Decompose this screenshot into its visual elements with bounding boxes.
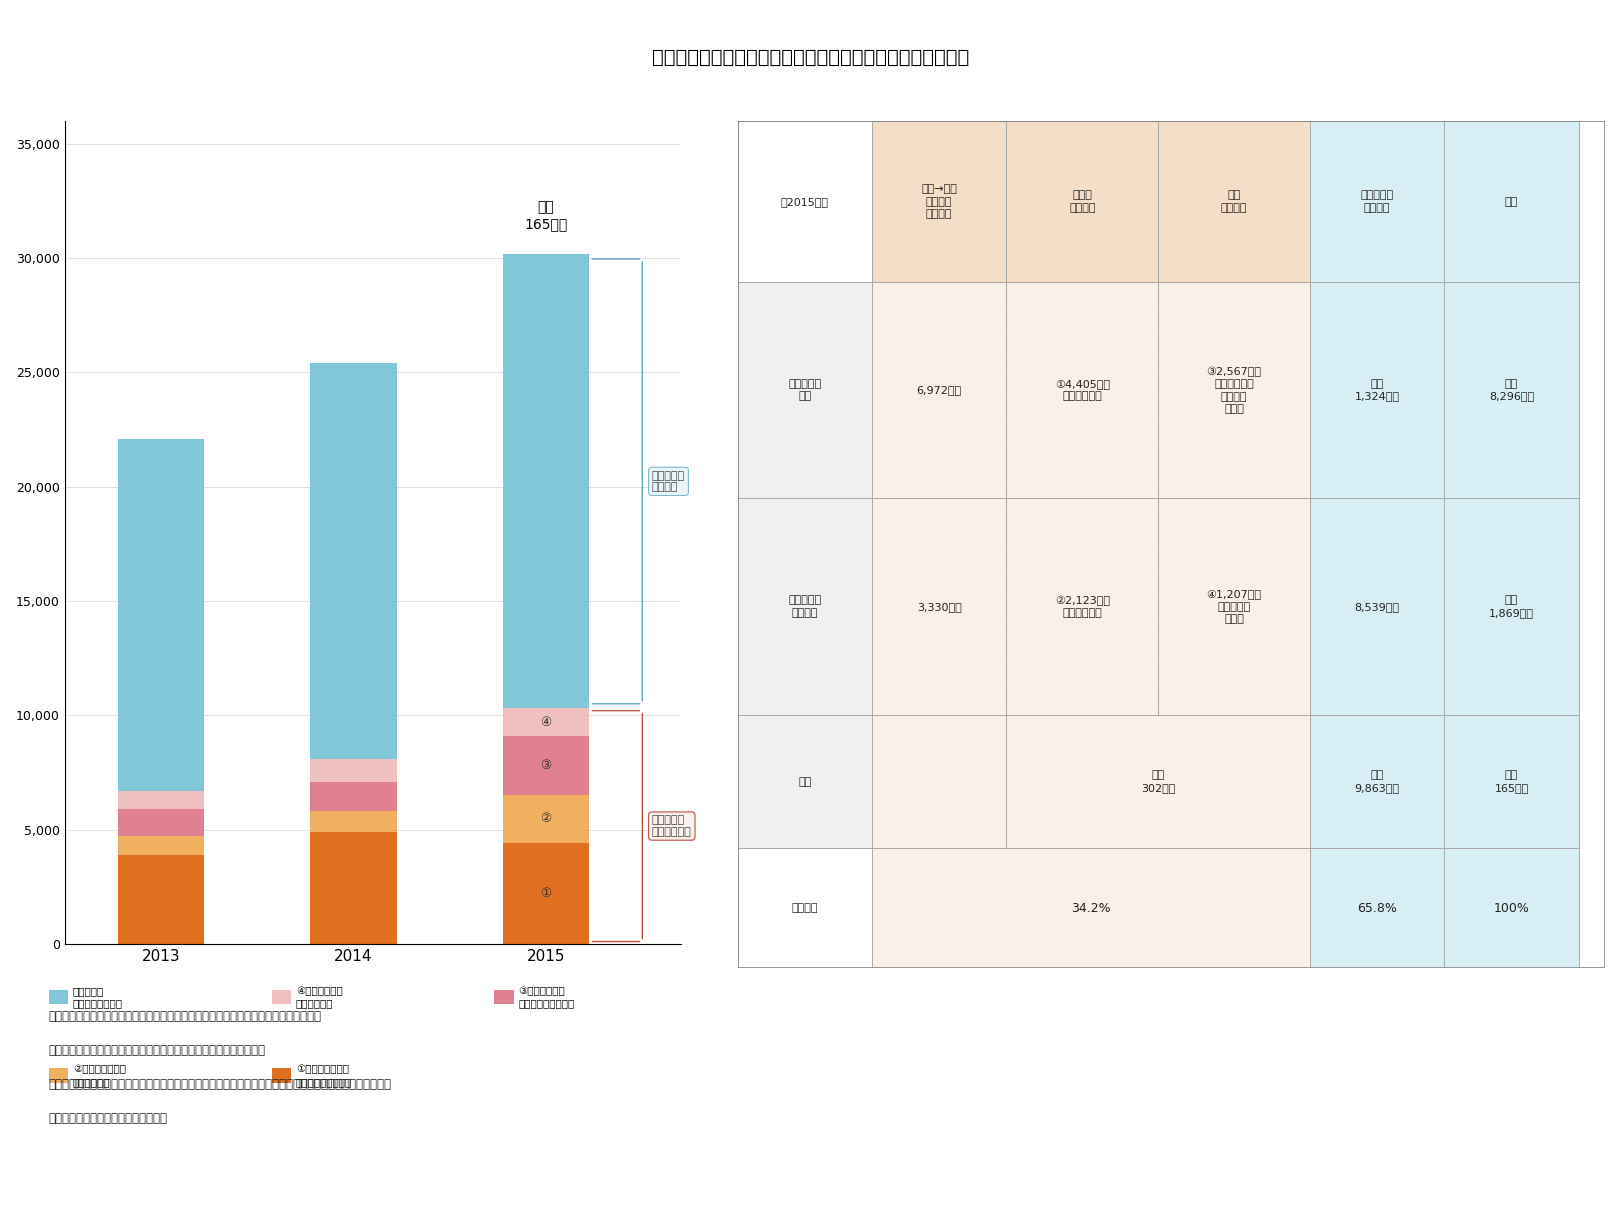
Text: 100%: 100% xyxy=(1493,901,1530,915)
Bar xyxy=(118,809,204,836)
Bar xyxy=(310,782,397,811)
Bar xyxy=(118,836,204,854)
Bar xyxy=(503,795,590,843)
Bar xyxy=(738,121,872,282)
Text: ②2,123億元
（医療保険）: ②2,123億元 （医療保険） xyxy=(1055,595,1110,618)
Bar xyxy=(1444,282,1579,499)
Bar xyxy=(1007,282,1157,499)
Bar xyxy=(310,831,397,944)
Text: 中央からの
財政移転支出: 中央からの 財政移転支出 xyxy=(652,816,692,837)
Bar xyxy=(503,708,590,736)
Bar xyxy=(1310,121,1444,282)
Bar xyxy=(1444,499,1579,715)
Bar xyxy=(872,282,1007,499)
Text: 地方政府の
財政支出: 地方政府の 財政支出 xyxy=(1360,190,1394,213)
Bar xyxy=(738,282,872,499)
Text: ④1,207億元
（公衆衛生
など）: ④1,207億元 （公衆衛生 など） xyxy=(1206,589,1261,624)
Bar xyxy=(872,715,1007,848)
Text: （出所）財政部ウェブサイトより作成: （出所）財政部ウェブサイトより作成 xyxy=(49,1112,167,1125)
Bar xyxy=(1310,499,1444,715)
Bar xyxy=(1007,121,1157,282)
Text: ③: ③ xyxy=(540,759,551,772)
Text: ①4,405億元
（基礎年金）: ①4,405億元 （基礎年金） xyxy=(1055,379,1110,402)
Text: 社会保険に関する経費以外は、行政の事務・管理費、医療機関の運営費補助などの経費となっている。: 社会保険に関する経費以外は、行政の事務・管理費、医療機関の運営費補助などの経費と… xyxy=(49,1078,392,1091)
Text: 負担割合: 負担割合 xyxy=(791,903,819,914)
Text: １兆
1,869億元: １兆 1,869億元 xyxy=(1490,595,1533,618)
Bar xyxy=(1007,715,1310,848)
Bar xyxy=(310,363,397,759)
Text: ③特別移転支出
〔社会保障・就業〕: ③特別移転支出 〔社会保障・就業〕 xyxy=(519,986,575,1008)
Bar xyxy=(118,854,204,944)
Bar xyxy=(1444,848,1579,968)
Text: ①一般性移転支出
〔社会保障・就業〕: ①一般性移転支出 〔社会保障・就業〕 xyxy=(295,1065,352,1087)
Bar xyxy=(738,715,872,848)
Text: 社会保障関係費の合計は、中央財政の直接支出を除いている。: 社会保障関係費の合計は、中央財政の直接支出を除いている。 xyxy=(49,1044,266,1058)
Bar xyxy=(738,848,872,968)
Text: 34.2%: 34.2% xyxy=(1071,901,1110,915)
Text: 合計: 合計 xyxy=(1504,196,1519,207)
Text: 特別
移転支出: 特別 移転支出 xyxy=(1221,190,1247,213)
Text: 医療衛生・
計画出産: 医療衛生・ 計画出産 xyxy=(788,595,822,618)
Text: 一般性
移転支出: 一般性 移転支出 xyxy=(1068,190,1096,213)
Text: ③2,567億元
（生活保護、
就労対策
など）: ③2,567億元 （生活保護、 就労対策 など） xyxy=(1206,367,1261,414)
Text: 地方政府の
財政支出: 地方政府の 財政支出 xyxy=(652,471,686,492)
Bar xyxy=(1157,499,1310,715)
Text: 図表３　地方財政における社会保障関係費と負担割合の推移: 図表３ 地方財政における社会保障関係費と負担割合の推移 xyxy=(652,48,969,68)
Bar xyxy=(738,499,872,715)
Text: 8,539億元: 8,539億元 xyxy=(1355,601,1399,611)
Text: 合計: 合計 xyxy=(798,777,812,787)
Bar xyxy=(1157,121,1310,282)
Bar xyxy=(1310,282,1444,499)
Text: １兆
8,296億元: １兆 8,296億元 xyxy=(1490,379,1533,402)
Text: １兆
302億元: １兆 302億元 xyxy=(1141,771,1175,793)
Text: 社会保障・
就業: 社会保障・ 就業 xyxy=(788,379,822,402)
Text: ３兆
165億元: ３兆 165億元 xyxy=(1495,771,1529,793)
Text: 3,330億元: 3,330億元 xyxy=(917,601,961,611)
Bar xyxy=(118,790,204,809)
Bar xyxy=(310,759,397,782)
Bar xyxy=(503,843,590,944)
Bar xyxy=(1310,848,1444,968)
Bar xyxy=(310,811,397,831)
Bar xyxy=(1310,715,1444,848)
Text: 地方政府の
社会保障財政支出: 地方政府の 社会保障財政支出 xyxy=(73,986,123,1008)
Text: （注）地方政府による財政支出額は、各項目の合計から財政移転額を差し引いて算出。: （注）地方政府による財政支出額は、各項目の合計から財政移転額を差し引いて算出。 xyxy=(49,1010,321,1024)
Bar xyxy=(1157,282,1310,499)
Text: 65.8%: 65.8% xyxy=(1357,901,1397,915)
Text: ①: ① xyxy=(540,887,551,900)
Bar xyxy=(118,439,204,790)
Text: ３兆
165億元: ３兆 165億元 xyxy=(525,201,567,231)
Text: ④: ④ xyxy=(540,715,551,728)
Bar xyxy=(503,736,590,795)
Bar xyxy=(872,499,1007,715)
Bar xyxy=(872,121,1007,282)
Text: １兆
9,863億元: １兆 9,863億元 xyxy=(1355,771,1399,793)
Text: ④特別移転支出
〔医療衛生〕: ④特別移転支出 〔医療衛生〕 xyxy=(295,986,342,1008)
Bar xyxy=(1007,499,1157,715)
Bar xyxy=(872,848,1310,968)
Bar xyxy=(503,254,590,708)
Bar xyxy=(1444,121,1579,282)
Text: 【2015年】: 【2015年】 xyxy=(781,196,828,207)
Text: 中央→地方
への財政
移転支出: 中央→地方 への財政 移転支出 xyxy=(921,184,956,219)
Text: ②一般性移転支出
〔医療衛生〕: ②一般性移転支出 〔医療衛生〕 xyxy=(73,1065,126,1087)
Bar xyxy=(1444,715,1579,848)
Text: 6,972億元: 6,972億元 xyxy=(916,385,961,396)
Text: １兆
1,324億元: １兆 1,324億元 xyxy=(1355,379,1399,402)
Text: ②: ② xyxy=(540,812,551,825)
